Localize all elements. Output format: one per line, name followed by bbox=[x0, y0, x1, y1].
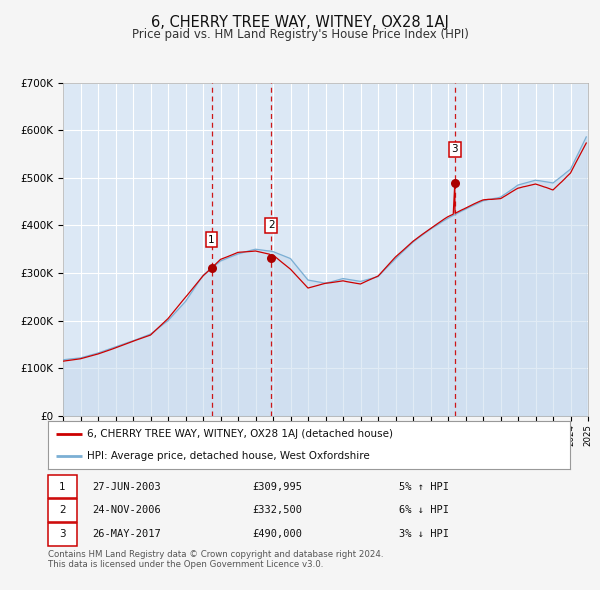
Text: 3: 3 bbox=[59, 529, 66, 539]
FancyBboxPatch shape bbox=[48, 523, 77, 546]
Text: 2: 2 bbox=[59, 506, 66, 515]
Text: £490,000: £490,000 bbox=[253, 529, 302, 539]
FancyBboxPatch shape bbox=[48, 475, 77, 498]
Text: 6, CHERRY TREE WAY, WITNEY, OX28 1AJ: 6, CHERRY TREE WAY, WITNEY, OX28 1AJ bbox=[151, 15, 449, 30]
Text: 6, CHERRY TREE WAY, WITNEY, OX28 1AJ (detached house): 6, CHERRY TREE WAY, WITNEY, OX28 1AJ (de… bbox=[87, 429, 393, 439]
Text: 1: 1 bbox=[59, 481, 66, 491]
Text: 24-NOV-2006: 24-NOV-2006 bbox=[92, 506, 161, 515]
Text: 3% ↓ HPI: 3% ↓ HPI bbox=[399, 529, 449, 539]
Text: 26-MAY-2017: 26-MAY-2017 bbox=[92, 529, 161, 539]
Text: £309,995: £309,995 bbox=[253, 481, 302, 491]
Text: Price paid vs. HM Land Registry's House Price Index (HPI): Price paid vs. HM Land Registry's House … bbox=[131, 28, 469, 41]
FancyBboxPatch shape bbox=[48, 499, 77, 522]
Text: 5% ↑ HPI: 5% ↑ HPI bbox=[399, 481, 449, 491]
Text: 27-JUN-2003: 27-JUN-2003 bbox=[92, 481, 161, 491]
Text: 2: 2 bbox=[268, 221, 275, 231]
Text: 3: 3 bbox=[452, 145, 458, 154]
Text: HPI: Average price, detached house, West Oxfordshire: HPI: Average price, detached house, West… bbox=[87, 451, 370, 461]
Text: Contains HM Land Registry data © Crown copyright and database right 2024.
This d: Contains HM Land Registry data © Crown c… bbox=[48, 550, 383, 569]
Text: 1: 1 bbox=[208, 235, 215, 245]
Text: £332,500: £332,500 bbox=[253, 506, 302, 515]
Text: 6% ↓ HPI: 6% ↓ HPI bbox=[399, 506, 449, 515]
